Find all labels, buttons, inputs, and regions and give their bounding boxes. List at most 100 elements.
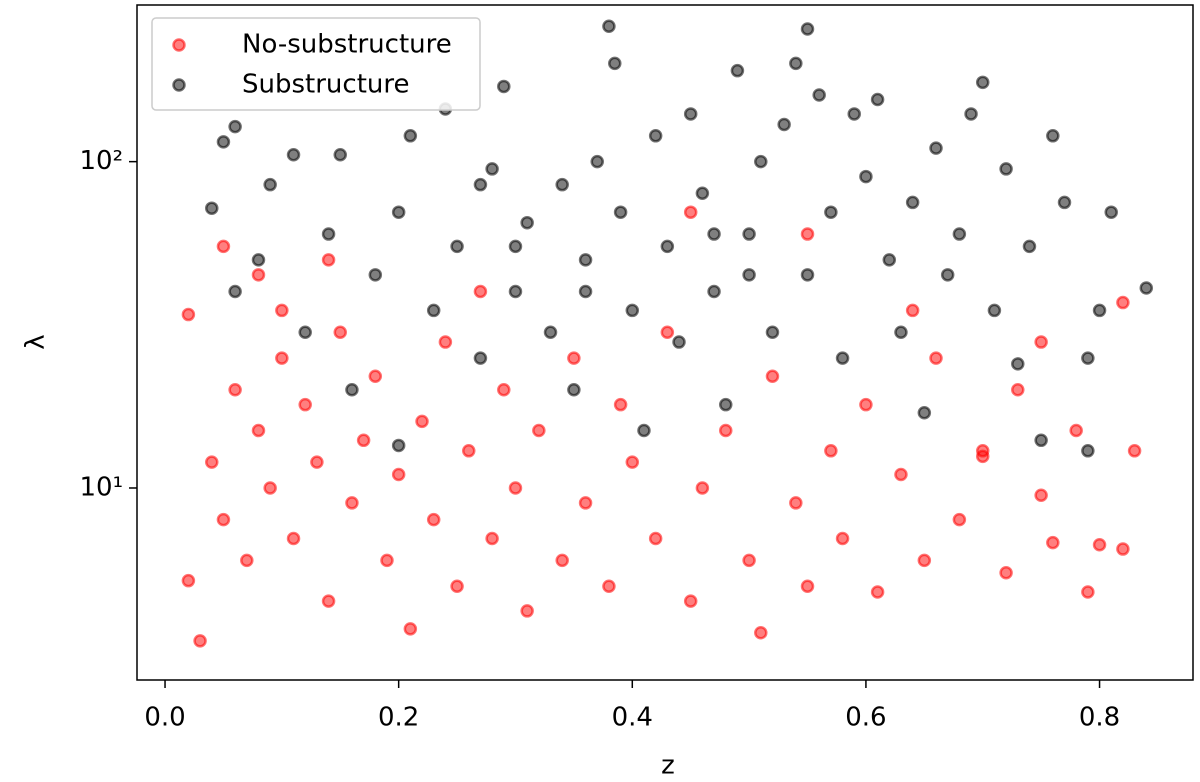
point bbox=[999, 565, 1013, 580]
point bbox=[800, 268, 815, 282]
point bbox=[298, 397, 312, 412]
point bbox=[859, 169, 873, 184]
point bbox=[870, 585, 885, 599]
point bbox=[286, 147, 301, 162]
point bbox=[321, 594, 336, 608]
point bbox=[1046, 129, 1060, 143]
point bbox=[1057, 195, 1072, 210]
point bbox=[578, 284, 593, 299]
point bbox=[462, 444, 476, 458]
x-tick-label: 0.2 bbox=[378, 703, 419, 733]
point bbox=[205, 455, 219, 469]
point bbox=[321, 227, 336, 241]
point bbox=[683, 594, 698, 608]
point bbox=[812, 88, 826, 102]
point bbox=[1069, 423, 1083, 438]
point bbox=[567, 382, 581, 397]
point bbox=[777, 117, 791, 132]
point bbox=[800, 227, 815, 241]
point bbox=[251, 423, 266, 438]
point bbox=[608, 56, 622, 71]
legend-marker bbox=[172, 78, 186, 92]
y-tick-label: 10¹ bbox=[79, 472, 123, 502]
point bbox=[672, 335, 686, 349]
point bbox=[637, 423, 651, 438]
point bbox=[298, 325, 312, 340]
point bbox=[1116, 295, 1130, 310]
point bbox=[952, 512, 967, 527]
point bbox=[765, 325, 780, 340]
point bbox=[426, 303, 441, 318]
point bbox=[555, 177, 569, 192]
point bbox=[345, 496, 359, 510]
x-tick-label: 0.0 bbox=[144, 703, 185, 733]
point bbox=[940, 268, 955, 282]
point bbox=[532, 423, 546, 438]
point bbox=[1034, 488, 1048, 503]
point bbox=[602, 579, 616, 593]
point bbox=[800, 22, 815, 36]
point bbox=[824, 205, 838, 219]
point bbox=[1011, 382, 1025, 397]
point bbox=[228, 382, 242, 397]
point bbox=[1034, 433, 1048, 448]
point bbox=[450, 239, 464, 254]
x-axis-label: z bbox=[661, 751, 675, 781]
point bbox=[193, 634, 207, 648]
point bbox=[485, 162, 499, 176]
x-tick-label: 0.6 bbox=[845, 703, 886, 733]
point bbox=[240, 553, 254, 568]
y-axis-label: λ bbox=[21, 334, 51, 349]
point bbox=[508, 239, 523, 254]
point bbox=[613, 205, 628, 219]
point bbox=[485, 531, 499, 546]
point bbox=[917, 406, 932, 420]
plot-frame bbox=[136, 4, 1194, 681]
point bbox=[1034, 335, 1048, 349]
point bbox=[1081, 444, 1095, 458]
point bbox=[1092, 303, 1107, 318]
point bbox=[1116, 542, 1130, 556]
point bbox=[590, 154, 604, 169]
point bbox=[275, 351, 289, 365]
point bbox=[216, 239, 231, 254]
point bbox=[216, 135, 231, 149]
point bbox=[391, 467, 406, 482]
point bbox=[917, 553, 932, 568]
point bbox=[602, 19, 616, 33]
point bbox=[1104, 205, 1118, 219]
point bbox=[1081, 585, 1095, 599]
point bbox=[497, 79, 511, 94]
point bbox=[251, 253, 266, 267]
point bbox=[742, 227, 756, 241]
point bbox=[695, 186, 710, 201]
point bbox=[975, 75, 990, 90]
point bbox=[181, 307, 196, 322]
point bbox=[508, 481, 523, 495]
point bbox=[380, 553, 394, 568]
plot-points bbox=[181, 19, 1154, 648]
point bbox=[1046, 535, 1060, 550]
point bbox=[695, 481, 710, 495]
point bbox=[789, 56, 803, 71]
point bbox=[952, 227, 967, 241]
point bbox=[426, 512, 441, 527]
point bbox=[847, 107, 861, 121]
point bbox=[520, 215, 534, 230]
point bbox=[473, 177, 488, 192]
point bbox=[929, 141, 943, 155]
point bbox=[181, 573, 196, 588]
point bbox=[228, 119, 242, 134]
legend-label: Substructure bbox=[242, 70, 409, 100]
point bbox=[1127, 444, 1142, 458]
point bbox=[508, 284, 523, 299]
point bbox=[987, 303, 1002, 318]
point bbox=[263, 177, 277, 192]
point bbox=[894, 325, 908, 340]
x-tick-label: 0.4 bbox=[612, 703, 653, 733]
point bbox=[835, 531, 850, 546]
point bbox=[730, 63, 745, 78]
point bbox=[905, 303, 920, 318]
